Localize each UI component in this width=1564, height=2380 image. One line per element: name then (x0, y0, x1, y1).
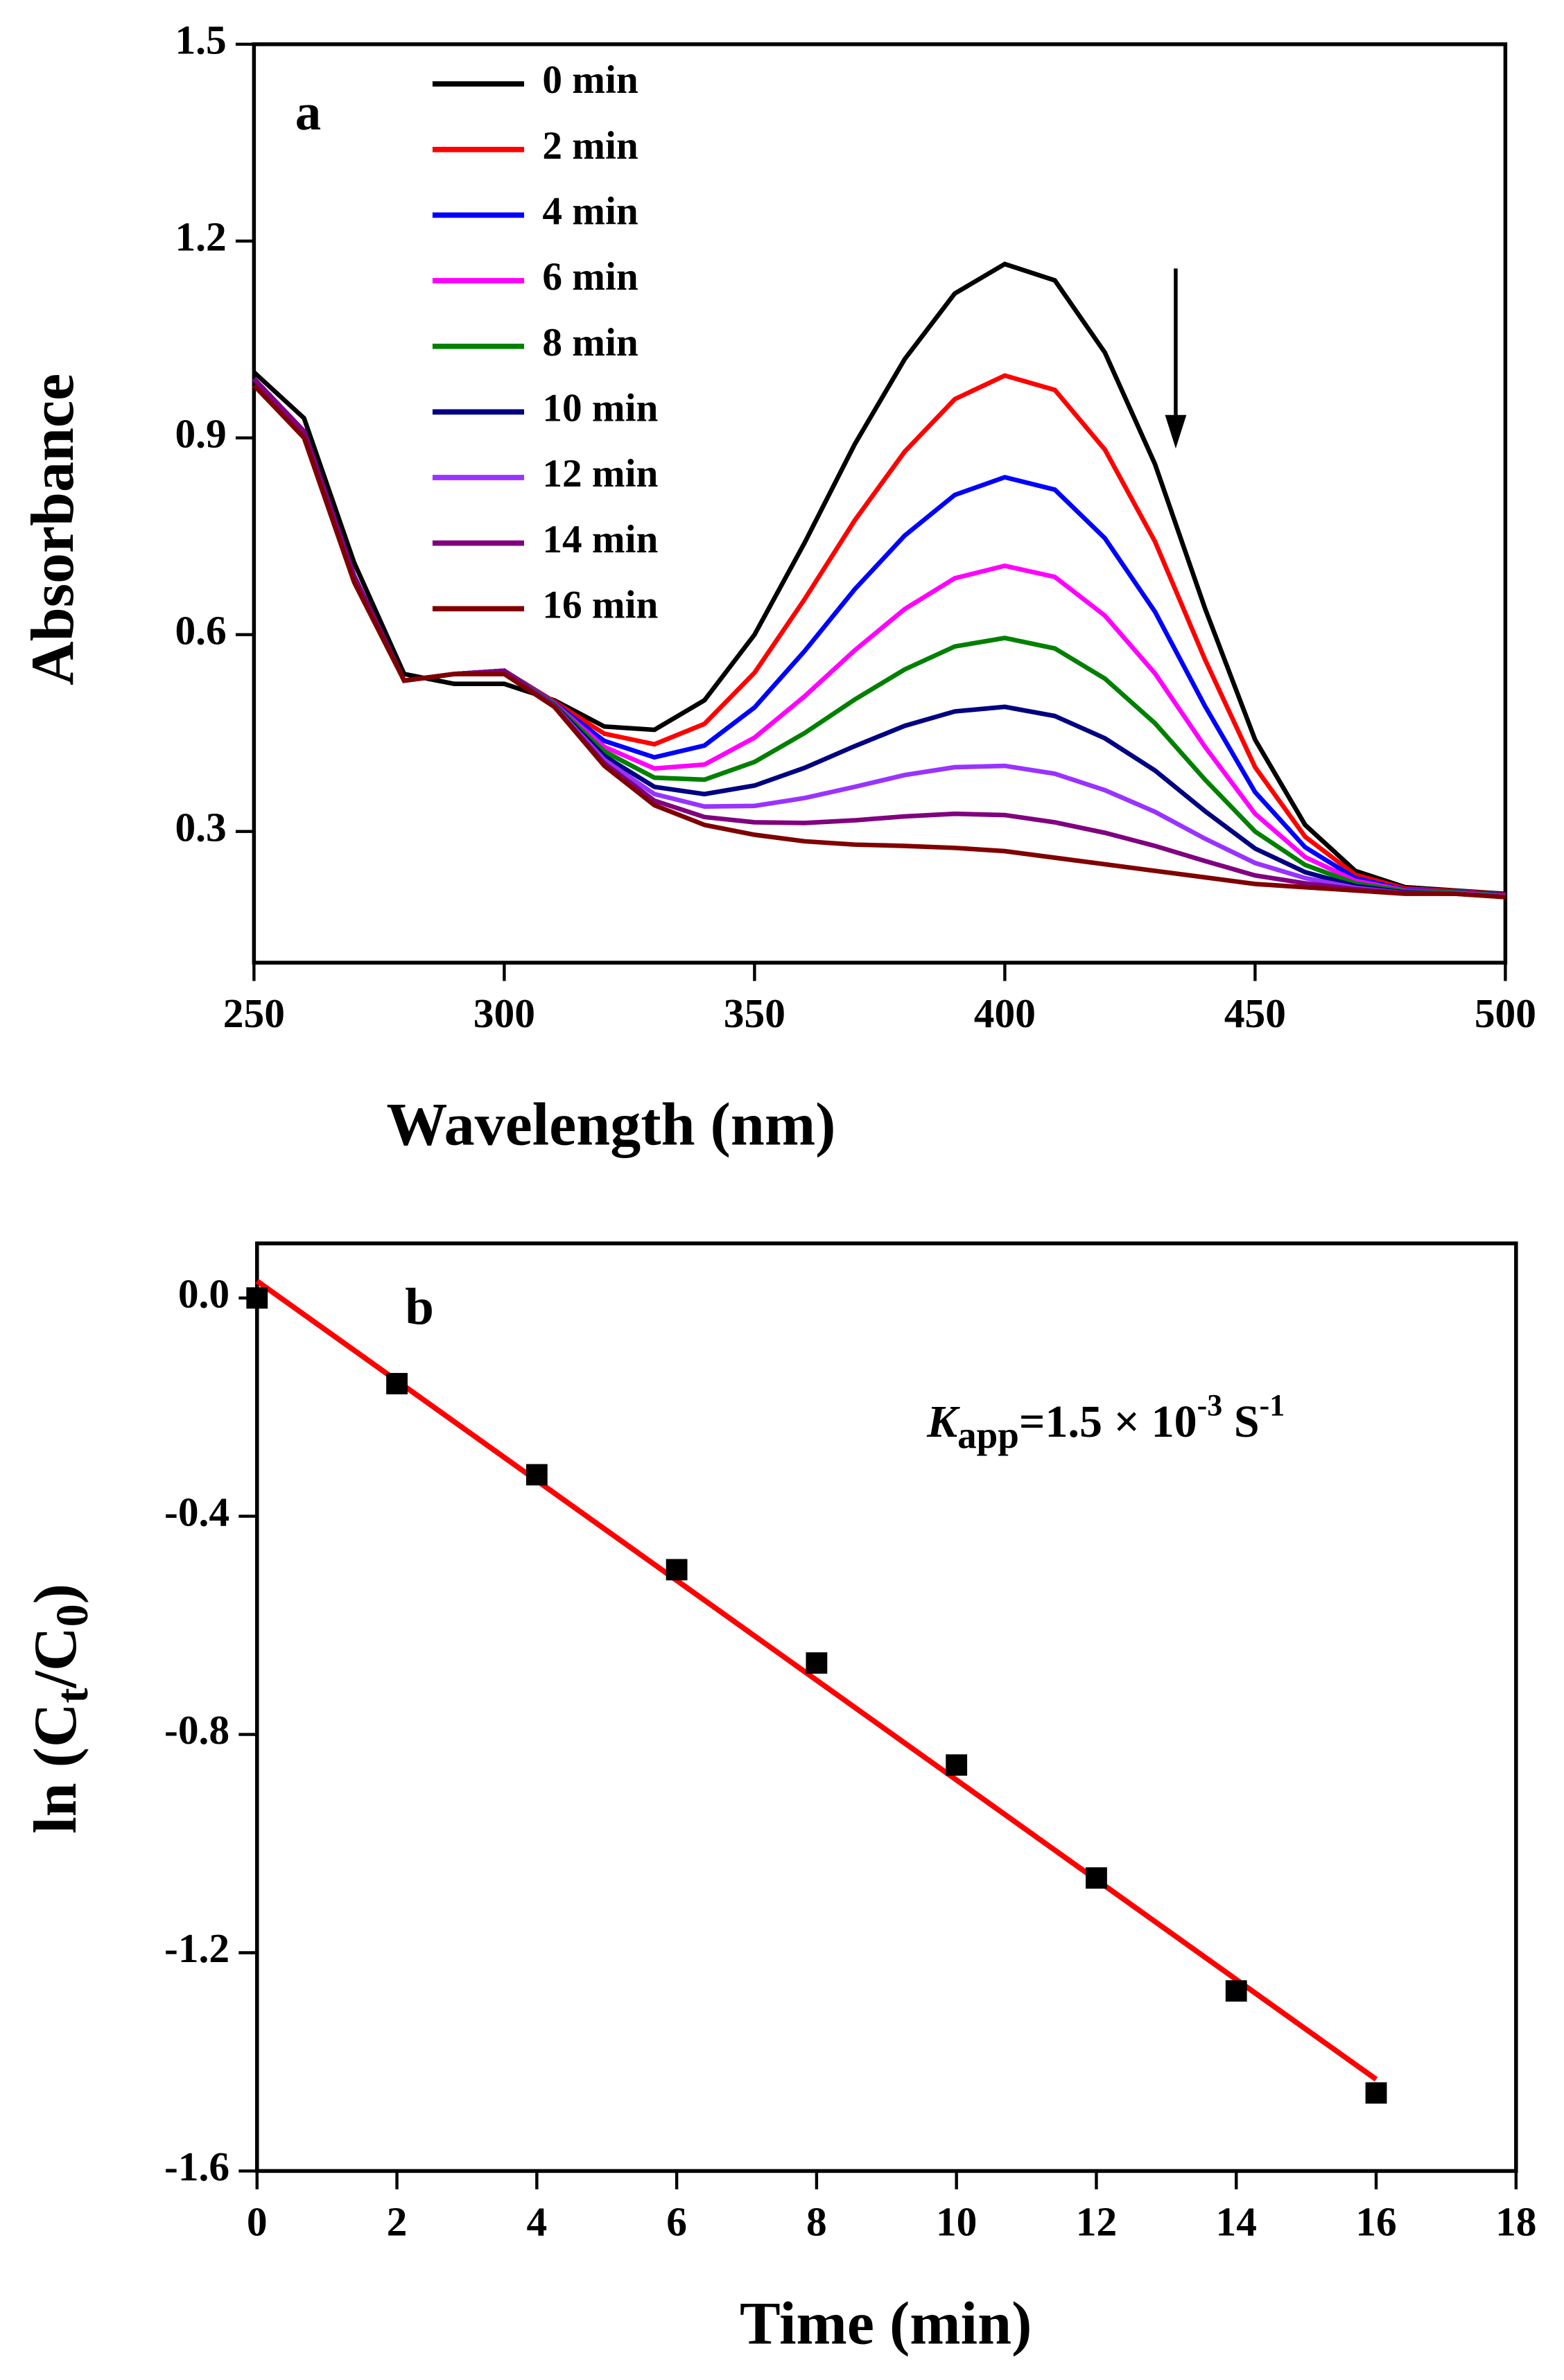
y-tick-label: -0.8 (164, 1707, 229, 1753)
y-tick-label: 0.6 (175, 607, 226, 653)
y-title-part: ln (C (22, 1703, 89, 1833)
y-axis-title: ln (Ct/C0) (22, 1584, 98, 1834)
y-title-sub: 0 (47, 1604, 98, 1627)
y-tick-label: -0.4 (164, 1489, 229, 1534)
y-tick-label: 0.0 (178, 1270, 229, 1316)
legend-label: 8 min (542, 321, 638, 365)
x-axis-title: Time (min) (740, 2291, 1032, 2358)
data-point (806, 1652, 828, 1674)
data-point (1365, 2082, 1387, 2104)
x-tick-label: 400 (974, 990, 1036, 1036)
panel-label: a (295, 84, 321, 141)
arrow-head (1165, 414, 1187, 449)
x-tick-label: 350 (724, 990, 785, 1036)
y-tick-label: 0.9 (175, 410, 226, 456)
x-tick-label: 250 (223, 990, 285, 1036)
rate-k: K (926, 1397, 960, 1447)
data-point (1086, 1867, 1107, 1889)
x-tick-label: 4 (526, 2198, 547, 2244)
legend-label: 16 min (542, 583, 658, 627)
x-axis-title: Wavelength (nm) (386, 1091, 835, 1158)
spectrum-line (252, 261, 1506, 896)
y-title-part: ) (22, 1584, 89, 1604)
data-point (946, 1754, 968, 1776)
fit-line (255, 1279, 1378, 2082)
y-tick-label: 0.3 (175, 804, 226, 850)
data-point (1225, 1980, 1247, 2002)
legend-label: 0 min (542, 58, 638, 102)
spectrum-line (252, 377, 1506, 900)
legend-label: 6 min (542, 255, 638, 299)
y-tick-label: 1.2 (175, 213, 226, 259)
y-tick-label: -1.2 (164, 1925, 229, 1971)
plot-frame (252, 42, 1508, 965)
data-point (666, 1559, 688, 1581)
x-tick-label: 450 (1224, 990, 1286, 1036)
plot-frame (255, 1241, 1518, 2173)
x-tick-label: 6 (666, 2198, 687, 2244)
rate-sup: -1 (1260, 1388, 1285, 1422)
data-point (246, 1287, 268, 1309)
x-tick-label: 0 (247, 2198, 268, 2244)
y-title-part: /C (22, 1627, 89, 1688)
x-tick-label: 16 (1355, 2198, 1396, 2244)
legend-label: 2 min (542, 124, 638, 168)
rate-sub: app (957, 1413, 1019, 1455)
x-tick-label: 14 (1216, 2198, 1257, 2244)
legend-label: 4 min (542, 190, 638, 234)
legend-label: 10 min (542, 386, 658, 430)
x-tick-label: 300 (473, 990, 535, 1036)
x-tick-label: 500 (1475, 990, 1536, 1036)
legend-label: 14 min (542, 518, 658, 561)
panel-label: b (405, 1278, 434, 1336)
y-tick-label: 1.5 (175, 17, 226, 62)
spectrum-line (252, 383, 1506, 900)
y-axis-title: Absorbance (19, 374, 87, 685)
rate-unit: S (1222, 1397, 1259, 1447)
y-title-sub: t (47, 1688, 98, 1703)
data-point (386, 1372, 408, 1394)
rate-text: =1.5 × 10 (1019, 1397, 1197, 1447)
x-tick-label: 2 (387, 2198, 408, 2244)
y-tick-label: -1.6 (164, 2144, 229, 2189)
data-point (525, 1464, 548, 1486)
x-tick-label: 18 (1495, 2198, 1536, 2244)
rate-annotation: Kapp=1.5 × 10-3 S-1 (926, 1388, 1285, 1456)
legend-label: 12 min (542, 452, 658, 496)
x-tick-label: 12 (1076, 2198, 1117, 2244)
rate-sup: -3 (1197, 1388, 1223, 1422)
x-tick-label: 10 (936, 2198, 977, 2244)
x-tick-label: 8 (806, 2198, 827, 2244)
